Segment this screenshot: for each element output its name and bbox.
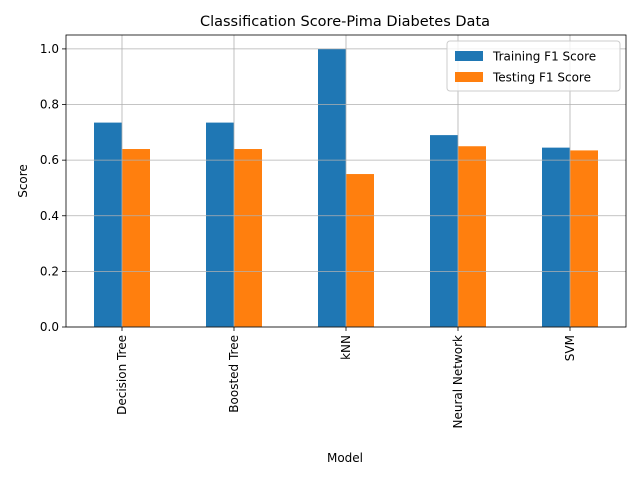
y-tick-label-2: 0.4 — [40, 209, 59, 223]
y-axis-label: Score — [16, 164, 30, 198]
y-tick-label-4: 0.8 — [40, 98, 59, 112]
legend-swatch-0 — [455, 51, 483, 61]
bar-testing-0 — [122, 149, 150, 327]
x-axis-label: Model — [327, 451, 363, 465]
legend-box — [446, 40, 621, 92]
bar-training-1 — [206, 122, 234, 327]
bars — [94, 48, 598, 328]
bar-training-2 — [318, 48, 346, 328]
bar-testing-3 — [458, 146, 486, 327]
legend-label-1: Testing F1 Score — [492, 71, 591, 85]
x-tick-label-1: Boosted Tree — [227, 335, 241, 413]
y-tick-label-5: 1.0 — [40, 42, 59, 56]
bar-training-0 — [94, 122, 122, 327]
legend: Training F1 Score Testing F1 Score — [446, 40, 621, 92]
y-tick-label-0: 0.0 — [40, 320, 59, 334]
bar-training-3 — [430, 135, 458, 327]
x-tick-label-2: kNN — [339, 335, 353, 360]
x-tick-label-3: Neural Network — [451, 335, 465, 429]
bar-training-4 — [542, 147, 570, 327]
bar-testing-4 — [570, 150, 598, 327]
bar-testing-2 — [346, 174, 374, 327]
y-tick-label-1: 0.2 — [40, 264, 59, 278]
x-tick-label-4: SVM — [563, 335, 577, 361]
bar-testing-1 — [234, 149, 262, 327]
y-tick-label-3: 0.6 — [40, 153, 59, 167]
legend-swatch-1 — [455, 72, 483, 82]
x-tick-label-0: Decision Tree — [115, 335, 129, 415]
plot-area: 0.0 0.2 0.4 0.6 0.8 1.0 Decision Tree Boosted T… — [40, 34, 627, 429]
legend-label-0: Training F1 Score — [492, 50, 596, 64]
chart-title: Classification Score-Pima Diabetes Data — [200, 14, 490, 30]
